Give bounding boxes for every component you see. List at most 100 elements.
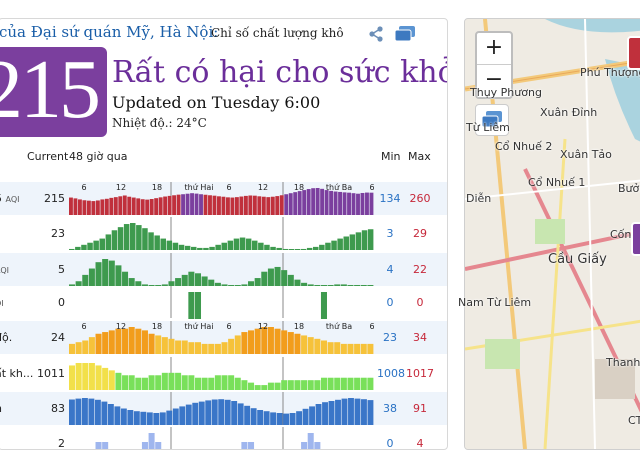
- bar-pm10: [172, 242, 179, 250]
- bar-no2: [102, 259, 109, 286]
- bar-pm10: [227, 240, 234, 250]
- bar-wind: [307, 433, 314, 449]
- bar-so2: [194, 292, 202, 319]
- bar-pressure: [267, 382, 274, 390]
- bar-no2: [161, 284, 168, 286]
- map-label: Cổ Nhuế 2: [495, 140, 553, 153]
- bar-temp: [287, 332, 294, 354]
- bar-pressure: [274, 382, 281, 390]
- bar-so2: [188, 292, 195, 319]
- bar-pm25: [127, 196, 132, 215]
- sparkline-chart[interactable]: [69, 217, 374, 250]
- bar-pressure: [128, 375, 135, 390]
- bar-pm10: [136, 225, 142, 250]
- time-tick-label: thứ Hai: [185, 183, 214, 192]
- bar-pm10: [148, 232, 154, 250]
- bar-no2: [208, 279, 215, 286]
- bar-wind: [95, 442, 102, 449]
- bar-pm25: [347, 192, 351, 215]
- bar-no2: [128, 278, 135, 286]
- bar-temp: [201, 343, 208, 354]
- sparkline-chart[interactable]: [69, 392, 374, 425]
- row-current: 83: [51, 402, 65, 415]
- bar-temp: [168, 338, 175, 354]
- bar-humidity: [69, 399, 75, 425]
- bar-pressure: [141, 377, 148, 390]
- bar-so2: [360, 318, 367, 319]
- row-min: 1008: [377, 367, 405, 380]
- bar-no2: [360, 285, 367, 286]
- sparkline-chart[interactable]: 6 12 18 thứ Hai 6 12 18 thứ Ba 6: [69, 182, 374, 215]
- bar-pm25: [149, 199, 154, 215]
- bar-pressure: [168, 372, 175, 390]
- bar-pressure: [108, 370, 115, 390]
- sparkline-chart[interactable]: [69, 253, 374, 286]
- bar-pm25: [243, 195, 248, 215]
- bar-pm25: [293, 192, 298, 215]
- bar-pm10: [105, 234, 112, 250]
- bar-pm10: [197, 247, 203, 250]
- map-label: Bưởi: [618, 182, 640, 195]
- bar-pm10: [191, 246, 197, 250]
- bar-pm25: [297, 191, 302, 215]
- sparkline-chart[interactable]: [69, 427, 374, 450]
- aqi-level: Rất có hại cho sức khỏe: [112, 55, 448, 90]
- time-tick-label: 6: [226, 322, 231, 331]
- bar-pressure: [161, 372, 168, 390]
- station-marker[interactable]: [631, 222, 640, 256]
- bar-no2: [175, 278, 182, 286]
- time-tick-label: 6: [226, 183, 231, 192]
- row-label: 5 AQI: [0, 192, 20, 205]
- bar-no2: [168, 281, 175, 286]
- bar-pm10: [245, 238, 252, 250]
- layers-icon[interactable]: [475, 104, 509, 136]
- bar-wind: [141, 442, 148, 449]
- bar-no2: [95, 262, 102, 286]
- bar-so2: [155, 318, 162, 319]
- bar-humidity: [127, 410, 134, 425]
- share-icon[interactable]: [367, 25, 385, 43]
- bar-pressure: [135, 377, 142, 390]
- bar-no2: [307, 284, 314, 286]
- sparkline-chart[interactable]: [69, 286, 374, 319]
- aqi-subtitle: Chỉ số chất lượng không: [211, 26, 343, 40]
- bar-wind: [155, 442, 162, 449]
- row-current: 5: [58, 263, 65, 276]
- bar-temp: [82, 340, 89, 354]
- bar-so2: [241, 318, 248, 319]
- bar-no2: [301, 282, 308, 286]
- bar-pressure: [327, 377, 334, 390]
- pollutant-row: AQI 5 4 22: [0, 253, 447, 286]
- bar-pm25: [113, 197, 118, 215]
- bar-temp: [367, 343, 374, 354]
- bar-humidity: [153, 413, 160, 425]
- bar-pm25: [320, 188, 325, 215]
- sparkline-chart[interactable]: [69, 357, 374, 390]
- bar-humidity: [166, 410, 173, 425]
- row-label: AQI: [0, 263, 9, 276]
- bar-pm25: [73, 198, 78, 215]
- bar-no2: [354, 285, 361, 286]
- bar-pressure: [294, 380, 301, 390]
- row-min: 3: [386, 227, 394, 240]
- map-label: Cổ Nhuế 1: [528, 176, 586, 189]
- bar-humidity: [354, 398, 361, 425]
- zoom-out-button[interactable]: −: [484, 67, 504, 92]
- station-name[interactable]: của Đại sứ quán Mỹ, Hà Nội:: [0, 23, 219, 41]
- bar-pm25: [356, 193, 360, 215]
- bar-pressure: [201, 377, 208, 390]
- time-tick-label: thứ Hai: [185, 322, 214, 331]
- bar-so2: [281, 318, 288, 319]
- bar-so2: [201, 318, 208, 319]
- bar-so2: [175, 318, 182, 319]
- station-marker[interactable]: [627, 36, 640, 70]
- bar-humidity: [309, 406, 315, 425]
- bar-humidity: [289, 413, 296, 425]
- zoom-in-button[interactable]: +: [477, 33, 511, 65]
- bar-humidity: [120, 408, 127, 425]
- bar-so2: [234, 318, 241, 319]
- sparkline-chart[interactable]: 6 12 18 thứ Hai 6 12 18 thứ Ba 6: [69, 321, 374, 354]
- windows-icon[interactable]: [393, 24, 417, 43]
- bar-pm10: [87, 242, 93, 250]
